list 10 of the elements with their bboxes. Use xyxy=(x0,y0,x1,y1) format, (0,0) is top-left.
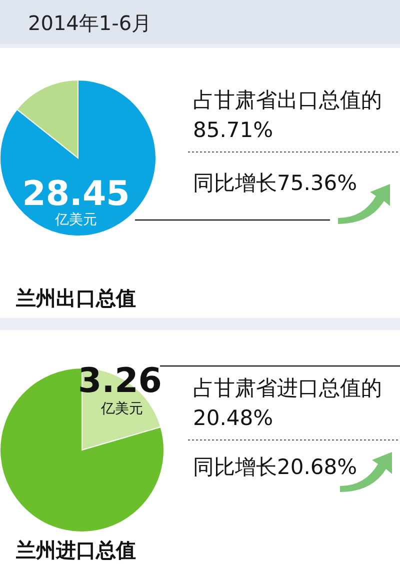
text: 兰州进口总值 xyxy=(15,538,136,562)
text: 占甘肃省出口总值的85.71% xyxy=(193,88,382,142)
text: 3.26 xyxy=(78,361,162,401)
text: 占甘肃省进口总值的20.48% xyxy=(193,376,382,430)
text: 亿美元 xyxy=(100,401,143,417)
text: 亿美元 xyxy=(54,212,97,228)
text: 同比增长20.68% xyxy=(193,455,358,479)
text: 同比增长75.36% xyxy=(193,171,358,195)
text: 兰州出口总值 xyxy=(15,286,136,310)
text: 2014年1-6月 xyxy=(28,11,152,35)
